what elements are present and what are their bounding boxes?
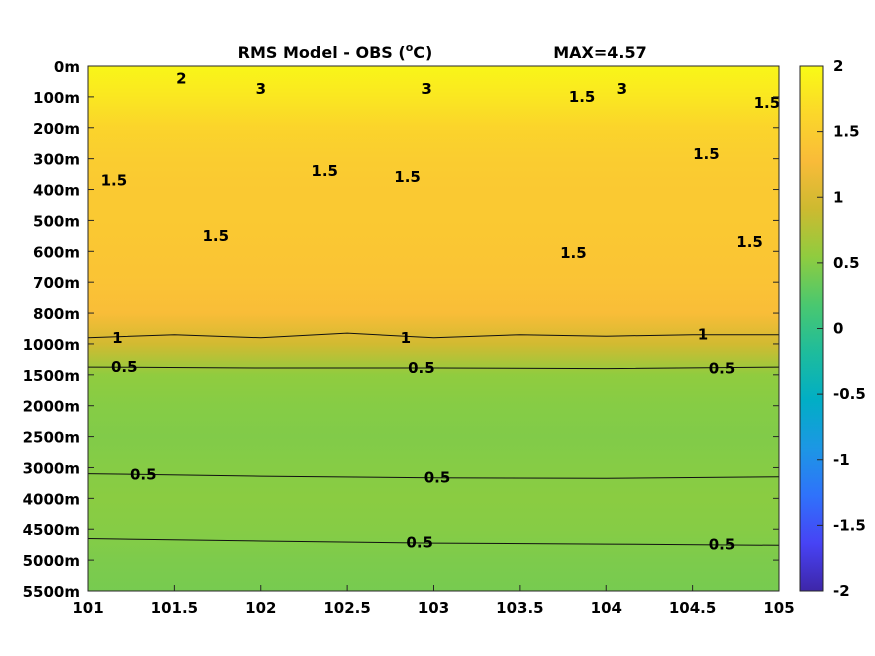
contour-label-14: 1.5 [560,244,587,262]
y-tick-label-12: 2500m [23,429,80,447]
colorbar-tick-label-0: 2 [833,57,843,75]
y-tick-label-15: 4500m [23,521,80,539]
contour-label-15: 1.5 [693,145,720,163]
y-axis: 0m 100m 200m 300m 400m 500m 600m 700m 800m 1000m 1… [23,58,779,601]
contour-label-17: 1.5 [569,88,596,106]
contour-label-22: 3 [617,80,627,98]
contour-label-20: 3 [256,80,266,98]
y-tick-label-16: 5000m [23,552,80,570]
contour-label-11: 1.5 [203,227,230,245]
contour-label-7: 0.5 [424,469,451,487]
contour-label-1: 1 [401,329,411,347]
title-unit-superscript: o [406,41,414,54]
contour-label-19: 2 [176,69,186,87]
colorbar-tick-label-8: -2 [833,582,850,600]
y-tick-label-11: 2000m [23,398,80,416]
contour-label-2: 1 [698,326,708,344]
y-tick-label-8: 800m [33,305,80,323]
contour-labels: 1 1 10.5 0.5 0.50.5 0.50.5 0.51.51.51.5 1.51.51… [101,69,781,553]
contour-label-16: 1.5 [736,233,763,251]
plot-area: 1 1 10.5 0.5 0.50.5 0.50.5 0.51.51.51.5 1.51.51… [23,58,795,617]
contour-label-8: 0.5 [406,534,433,552]
contour-line-0-5-3 [88,538,779,546]
colorbar-tick-label-3: 0.5 [833,254,860,272]
contour-label-10: 1.5 [101,171,128,189]
x-tick-label-2: 102 [245,599,276,617]
x-tick-label-7: 104.5 [669,599,716,617]
y-tick-label-5: 500m [33,212,80,230]
contour-label-4: 0.5 [408,359,435,377]
contour-label-12: 1.5 [311,162,338,180]
colorbar: 2 1.5 1 0.5 0 -0.5 -1 -1.5 -2 [799,57,866,600]
y-tick-label-10: 1500m [23,367,80,385]
y-tick-label-4: 400m [33,182,80,200]
contour-line-0-5-2 [88,473,779,479]
y-tick-label-1: 100m [33,89,80,107]
colorbar-tick-label-7: -1.5 [833,516,866,534]
y-tick-label-7: 700m [33,274,80,292]
x-tick-label-3: 102.5 [323,599,370,617]
contour-label-13: 1.5 [394,168,421,186]
contour-line-1-0 [88,332,779,339]
y-tick-label-13: 3000m [23,460,80,478]
x-tick-label-8: 105 [763,599,794,617]
y-tick-label-6: 600m [33,243,80,261]
title-unit-tail: C) [413,43,432,62]
y-tick-label-0: 0m [54,58,80,76]
y-tick-label-2: 200m [33,120,80,138]
colorbar-tick-label-4: 0 [833,320,843,338]
y-tick-label-3: 300m [33,151,80,169]
contour-label-21: 3 [421,80,431,98]
y-tick-label-14: 4000m [23,490,80,508]
x-tick-label-0: 101 [72,599,103,617]
colorbar-tick-label-1: 1.5 [833,123,860,141]
contour-lines [88,332,779,546]
max-label: MAX=4.57 [553,43,647,62]
contour-label-5: 0.5 [709,360,736,378]
x-tick-label-5: 103.5 [496,599,543,617]
chart-title: RMS Model - OBS (oC) MAX=4.57 [238,41,647,62]
x-axis: 101 101.5 102 102.5 103 103.5 104 104.5 105 [72,585,795,617]
contour-label-0: 1 [112,329,122,347]
y-tick-label-9: 1000m [23,336,80,354]
contour-label-3: 0.5 [111,358,138,376]
contour-label-18: 1.5 [754,94,781,112]
contour-label-9: 0.5 [709,536,736,554]
colorbar-tick-label-2: 1 [833,188,843,206]
y-tick-label-17: 5500m [23,583,80,601]
svg-text:RMS Model - OBS (oC): RMS Model - OBS (oC) [238,41,433,62]
contour-label-6: 0.5 [130,465,157,483]
x-tick-label-1: 101.5 [151,599,198,617]
x-tick-label-6: 104 [591,599,622,617]
x-tick-label-4: 103 [418,599,449,617]
title-text: RMS Model - OBS ( [238,43,406,62]
colorbar-tick-label-6: -1 [833,451,850,469]
contour-line-0-5-1 [88,366,779,370]
field-background [88,66,779,591]
colorbar-ticks: 2 1.5 1 0.5 0 -0.5 -1 -1.5 -2 [817,57,866,600]
colorbar-tick-label-5: -0.5 [833,385,866,403]
